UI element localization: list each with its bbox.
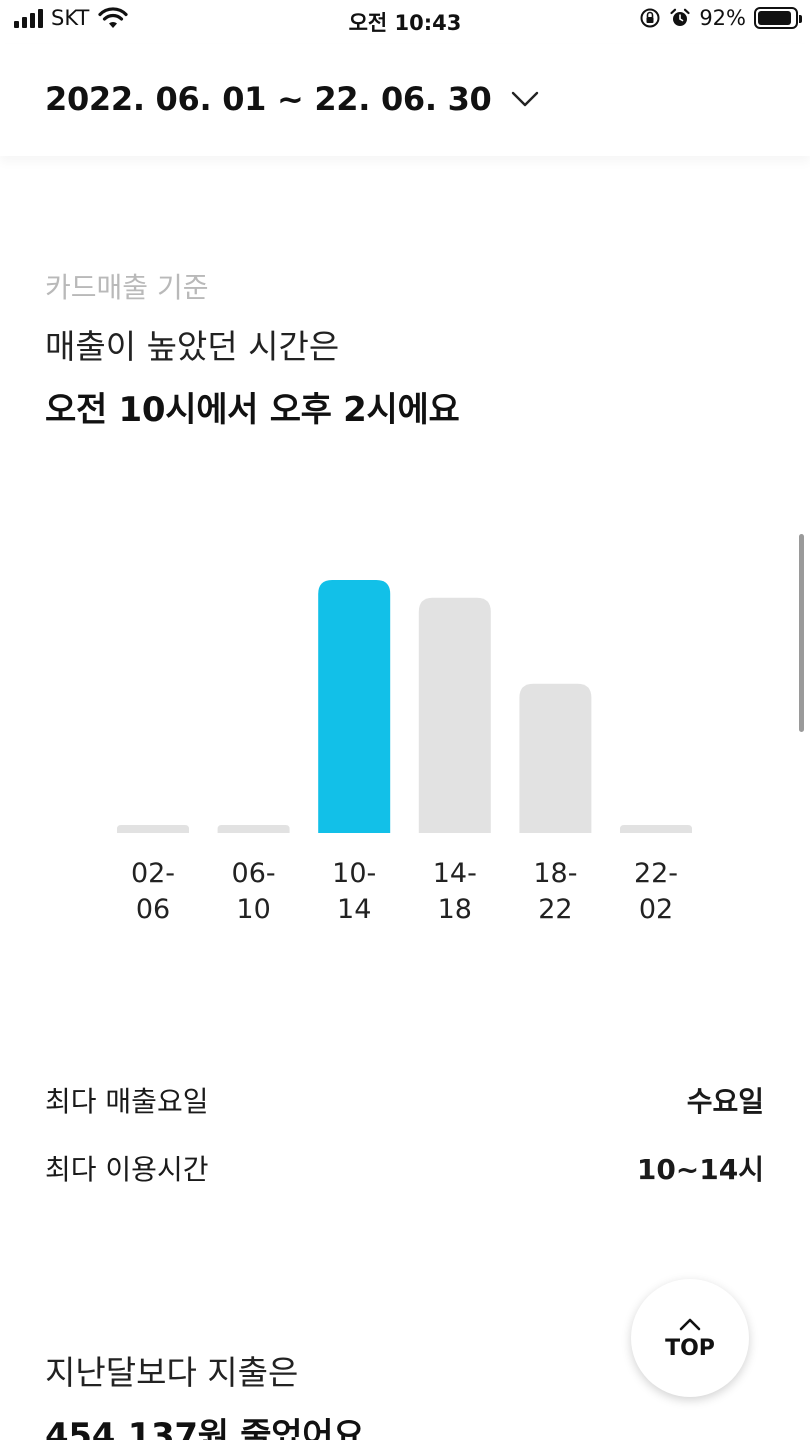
date-range-text: 2022. 06. 01 ~ 22. 06. 30 bbox=[45, 80, 492, 118]
cellular-signal-icon bbox=[14, 8, 43, 28]
stat-label-top-time: 최다 이용시간 bbox=[45, 1153, 209, 1186]
bar-06-10 bbox=[217, 825, 290, 833]
spending-comparison-subtitle: 지난달보다 지출은 bbox=[45, 1353, 299, 1392]
x-tick-label-06-10-line1: 06- bbox=[232, 858, 276, 889]
x-tick-label-18-22-line1: 18- bbox=[533, 858, 577, 889]
x-tick-label-14-18-line1: 14- bbox=[433, 858, 477, 889]
spending-comparison-headline: 454,137원 줄었어요 bbox=[45, 1416, 365, 1440]
sales-by-hour-chart: 02- 06 06- 10 10- 14 14- 18 18- 22 22- 02 bbox=[0, 480, 810, 940]
summary-subtitle: 매출이 높았던 시간은 bbox=[45, 327, 340, 366]
bar-chart: 02- 06 06- 10 10- 14 14- 18 18- 22 22- 02 bbox=[117, 580, 692, 925]
x-tick-label-02-06-line2: 06 bbox=[136, 894, 170, 925]
x-tick-label-10-14-line1: 10- bbox=[332, 858, 376, 889]
scrollbar[interactable] bbox=[799, 534, 804, 732]
carrier-name: SKT bbox=[51, 6, 90, 30]
x-tick-label-22-02-line2: 02 bbox=[639, 894, 673, 925]
top-button-label: TOP bbox=[665, 1335, 715, 1361]
stat-value-top-day: 수요일 bbox=[686, 1085, 764, 1118]
chevron-up-icon bbox=[679, 1318, 701, 1330]
x-tick-label-10-14-line2: 14 bbox=[337, 894, 371, 925]
date-range-selector[interactable]: 2022. 06. 01 ~ 22. 06. 30 bbox=[45, 80, 540, 118]
battery-percentage: 92% bbox=[699, 6, 746, 30]
x-tick-label-22-02-line1: 22- bbox=[634, 858, 678, 889]
scroll-to-top-button[interactable]: TOP bbox=[631, 1279, 749, 1397]
battery-fill bbox=[758, 11, 792, 25]
bar-18-22 bbox=[519, 683, 592, 833]
status-time: 오전 10:43 bbox=[348, 11, 462, 35]
x-tick-label-18-22-line2: 22 bbox=[538, 894, 572, 925]
summary-headline: 오전 10시에서 오후 2시에요 bbox=[45, 390, 460, 430]
header: 2022. 06. 01 ~ 22. 06. 30 bbox=[0, 44, 810, 156]
stat-label-top-day: 최다 매출요일 bbox=[45, 1085, 209, 1118]
bar-10-14 bbox=[318, 580, 391, 833]
bar-02-06 bbox=[117, 825, 189, 833]
x-tick-label-06-10-line2: 10 bbox=[236, 894, 270, 925]
battery-icon bbox=[754, 7, 802, 29]
x-tick-label-02-06-line1: 02- bbox=[131, 858, 175, 889]
x-tick-label-14-18-line2: 18 bbox=[438, 894, 472, 925]
bar-14-18 bbox=[418, 597, 491, 833]
chevron-down-icon bbox=[511, 91, 538, 107]
wifi-icon bbox=[98, 7, 128, 28]
alarm-icon bbox=[670, 8, 690, 26]
orientation-lock-icon bbox=[640, 8, 660, 28]
status-bar: SKT 오전 10:43 92% bbox=[0, 0, 810, 44]
bar-22-02 bbox=[620, 825, 692, 833]
stat-value-top-time: 10~14시 bbox=[636, 1153, 764, 1186]
data-source-caption: 카드매출 기준 bbox=[45, 271, 209, 304]
